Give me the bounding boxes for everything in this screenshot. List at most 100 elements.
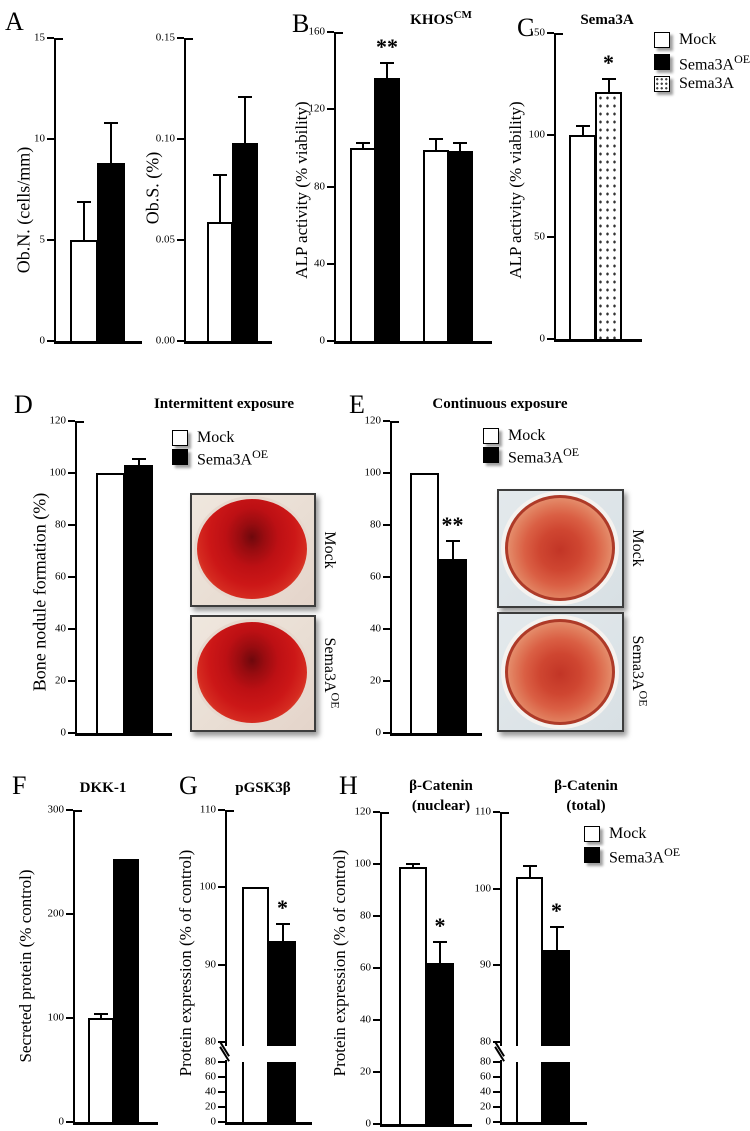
y-tick-label: 50 (534, 230, 545, 243)
bar-black (543, 1062, 570, 1124)
y-tick (493, 1091, 500, 1093)
bar-black (97, 163, 125, 343)
error-bar-cap (429, 138, 443, 141)
legend-swatch-sema3aoe (654, 54, 670, 70)
y-tick (373, 1019, 380, 1021)
significance-marker: * (603, 49, 614, 75)
y-tick (218, 886, 225, 889)
panel-h-total-title: β-Catenin (total) (554, 776, 618, 816)
legend-item-sema3aoe: Sema3AOE (483, 444, 580, 467)
y-axis-top-cap (54, 38, 63, 40)
error-bar-cap (94, 1013, 108, 1016)
y-tick (68, 628, 75, 630)
y-label-secreted-protein: Secreted protein (% control) (16, 869, 35, 1063)
error-bar-cap (238, 95, 252, 98)
y-tick-label: 20 (55, 674, 66, 687)
bar-white (96, 473, 125, 735)
error-bar-cap (213, 174, 227, 177)
y-tick-label: 80 (205, 1035, 216, 1048)
y-tick (47, 37, 54, 39)
legend-swatch-sema3aoe (483, 447, 499, 463)
y-tick-label: 0 (60, 726, 67, 739)
error-bar-line (137, 458, 140, 467)
legend-item-mock: Mock (654, 32, 750, 48)
bar-black (124, 465, 153, 735)
significance-marker: ** (441, 511, 464, 537)
y-tick-label: 100 (47, 1011, 65, 1024)
error-bar-line (386, 62, 388, 80)
y-axis-top-cap (184, 38, 193, 40)
y-tick (177, 37, 184, 39)
y-tick (547, 338, 554, 340)
bar-black (269, 1062, 296, 1124)
error-bar-cap (549, 926, 564, 928)
y-axis-top-cap (554, 33, 563, 35)
y-label-bone-nodule: Bone nodule formation (%) (29, 492, 50, 692)
y-axis (554, 33, 556, 339)
x-axis (75, 733, 172, 736)
y-tick-label: 150 (528, 26, 546, 39)
y-tick-label: 40 (480, 1085, 491, 1098)
y-tick (327, 31, 334, 33)
y-tick (66, 1121, 73, 1123)
panel-h-total-title-line1: β-Catenin (554, 778, 618, 794)
y-tick (66, 1017, 73, 1019)
x-axis (184, 341, 272, 344)
y-tick (493, 964, 500, 967)
y-tick-label: 120 (354, 805, 372, 818)
bar-white (399, 866, 427, 1126)
y-tick-label: 0 (365, 1117, 372, 1130)
y-tick (218, 1061, 225, 1063)
y-tick-label: 120 (308, 102, 326, 115)
alizarin-dish-e-sema3aoe (497, 612, 624, 732)
significance-marker: ** (376, 33, 398, 59)
legend-label-sema3aoe: Sema3AOE (508, 444, 580, 467)
y-axis (390, 421, 392, 733)
legend-item-mock: Mock (483, 428, 579, 444)
error-bar-line (435, 139, 437, 151)
x-axis (225, 1122, 312, 1125)
error-bar-line (607, 78, 610, 94)
y-tick (66, 913, 73, 915)
error-bar-cap (77, 200, 91, 203)
panel-letter-g: G (179, 771, 198, 800)
y-tick (177, 340, 184, 342)
bar-white (88, 1018, 114, 1124)
legend-swatch-mock (483, 428, 499, 444)
significance-marker: * (551, 898, 562, 923)
y-tick-label: 20 (370, 674, 381, 687)
y-tick (66, 809, 73, 811)
error-bar-cap (380, 61, 394, 64)
y-tick-label: 40 (205, 1085, 216, 1098)
error-bar-cap (433, 941, 447, 943)
bar-white (242, 1062, 269, 1124)
y-tick-label: 80 (370, 518, 381, 531)
legend-panel-e: Mock Sema3AOE (483, 428, 580, 467)
y-tick (493, 811, 500, 813)
y-tick-label: 100 (528, 128, 546, 141)
y-tick (373, 915, 380, 917)
y-tick-label: 100 (364, 466, 382, 479)
y-tick (327, 108, 334, 111)
y-label-protein-expression-h: Protein expression (% of control) (330, 849, 349, 1077)
panel-g-title: pGSK3β (235, 780, 291, 796)
legend-panel-d: Mock Sema3AOE (172, 429, 268, 468)
y-tick (47, 138, 54, 140)
y-tick (383, 420, 390, 422)
y-tick (47, 340, 54, 342)
legend-label-mock: Mock (197, 429, 235, 446)
bar-black (232, 143, 258, 343)
y-axis-upper (500, 812, 502, 1046)
x-axis (334, 341, 492, 344)
bar-black (269, 941, 296, 1046)
legend-swatch-sema3aoe (584, 847, 600, 863)
y-tick (327, 262, 334, 265)
bar-black (426, 962, 454, 1126)
panel-h-nuclear-title-line2: (nuclear) (411, 798, 471, 814)
x-axis (500, 1122, 587, 1125)
y-tick-label: 120 (49, 414, 67, 427)
stained-well-e-mock (505, 495, 615, 601)
bar-black (438, 558, 467, 735)
y-tick (218, 1091, 225, 1093)
bar-black (447, 150, 473, 343)
